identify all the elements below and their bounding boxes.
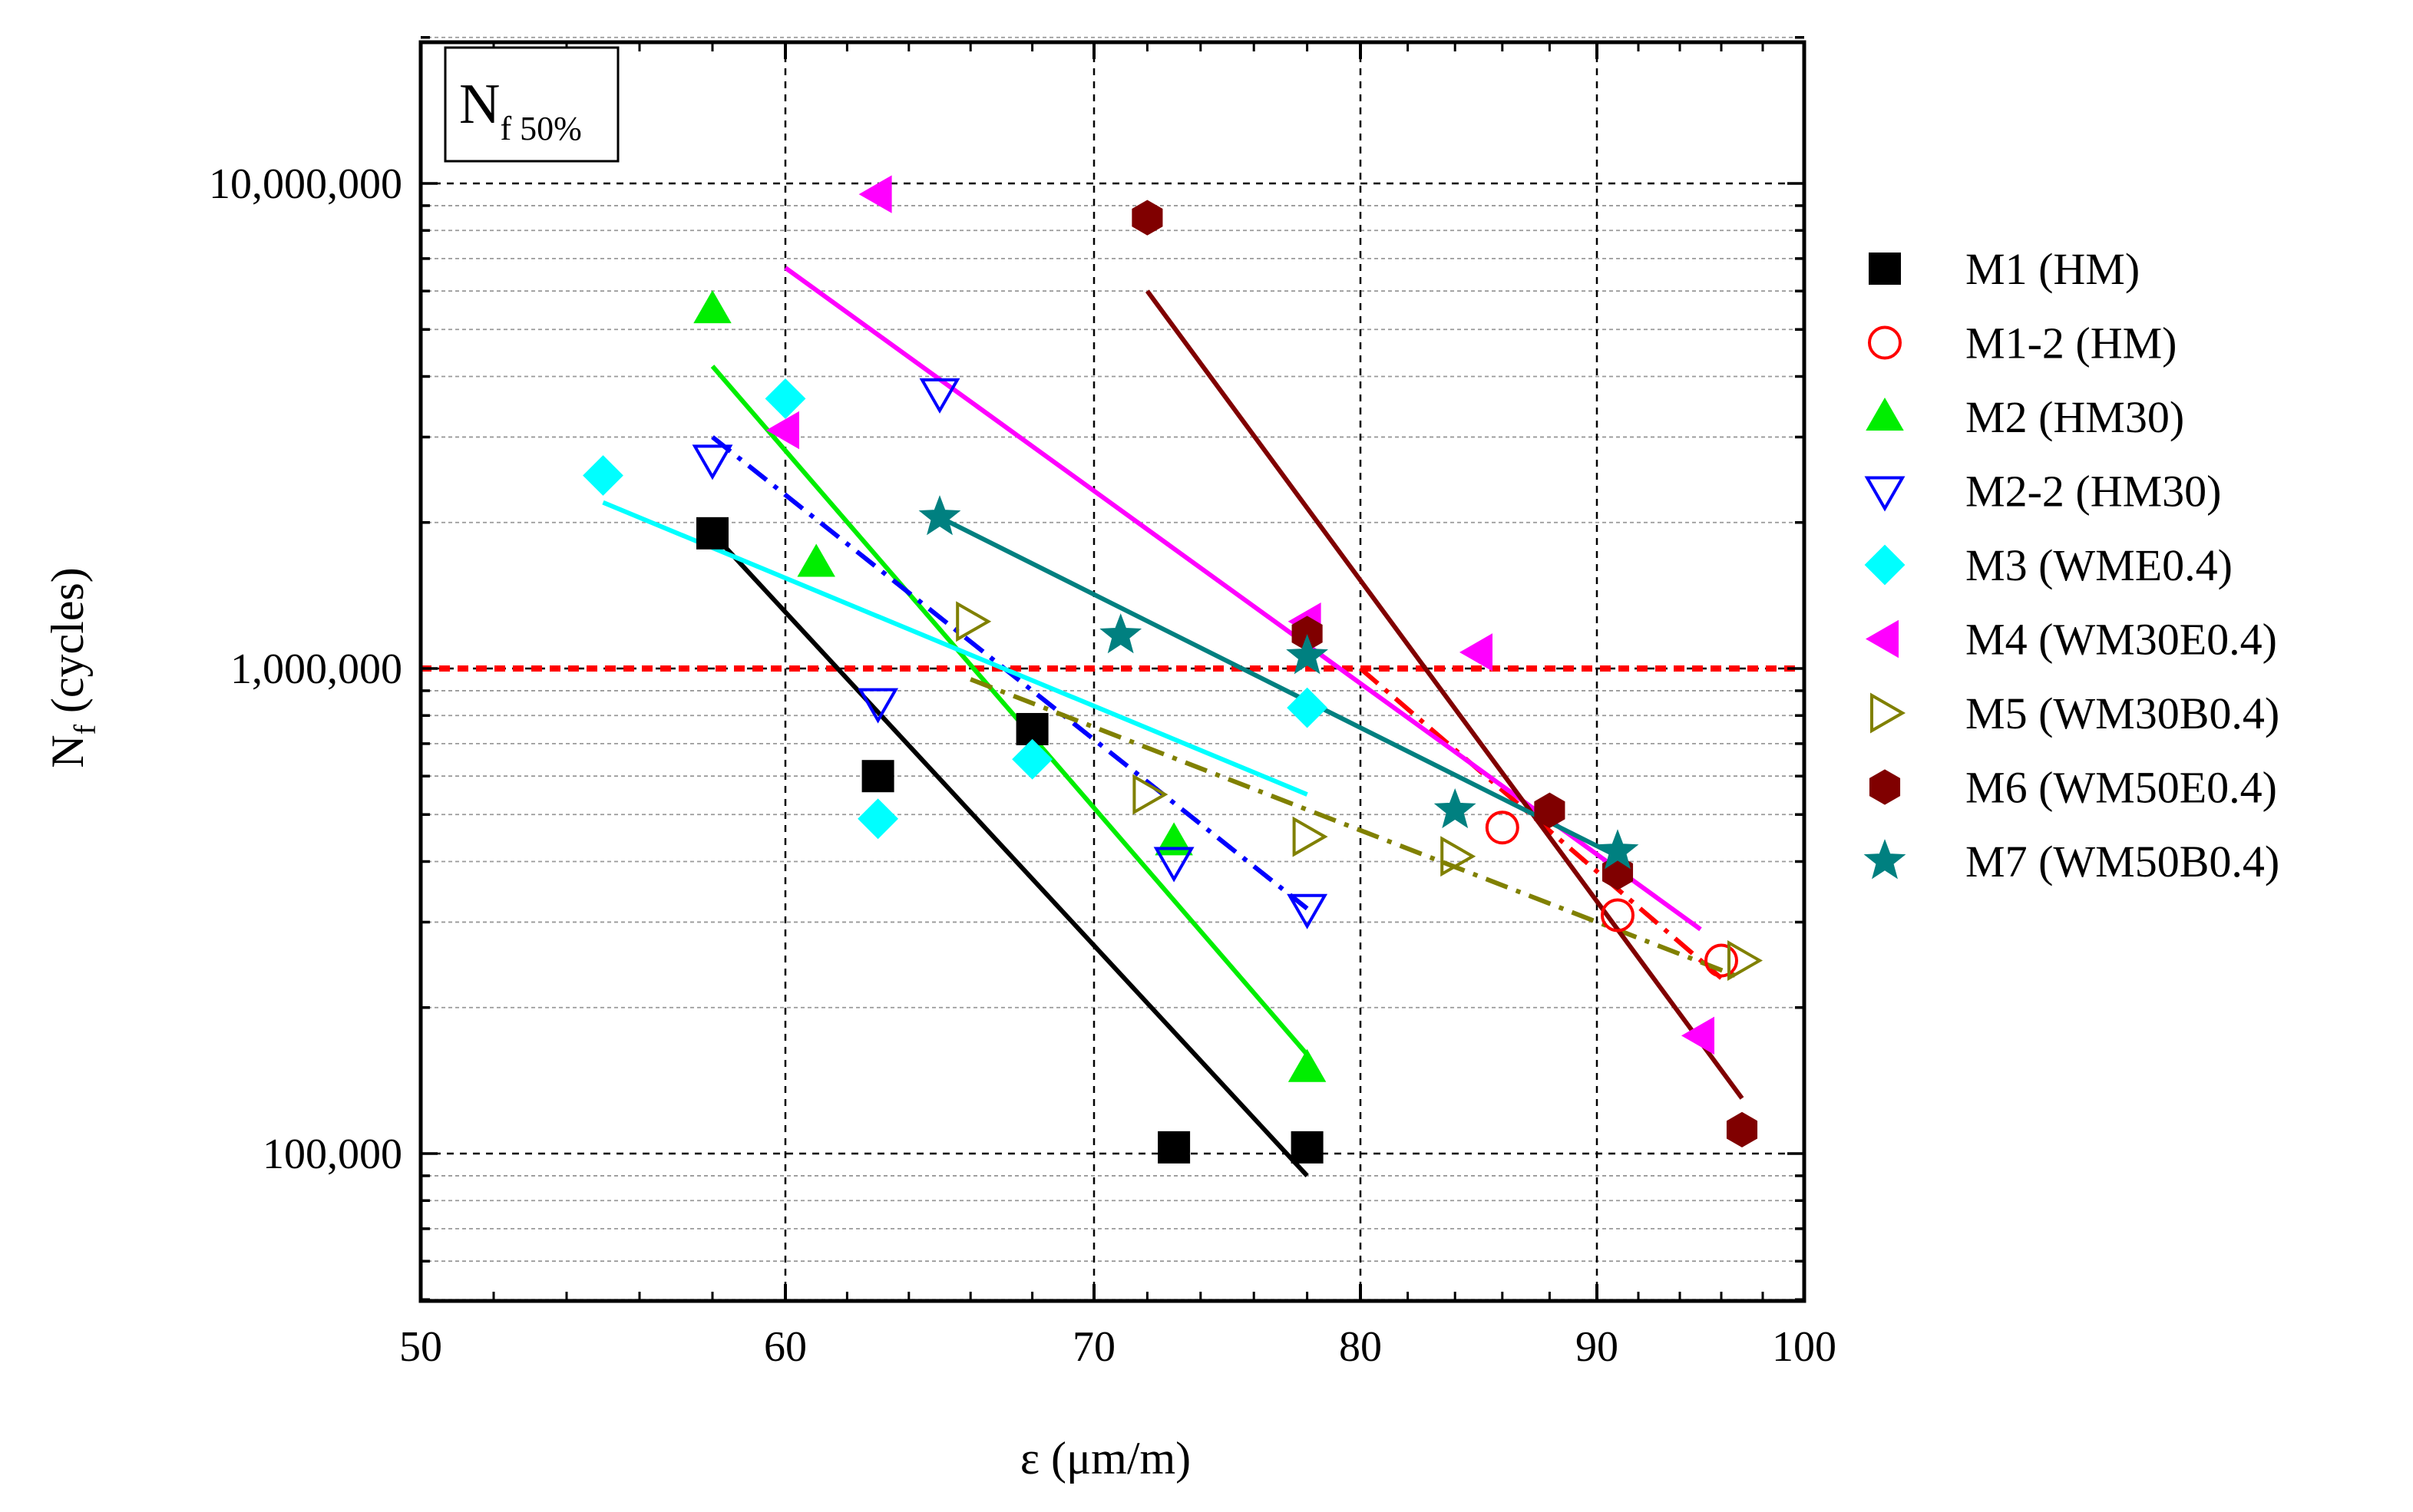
data-point-series-4 (919, 378, 960, 414)
data-point-series-7 (956, 601, 992, 642)
legend-label-2: M1-2 (HM) (1965, 319, 2177, 368)
legend-label-9: M7 (WM50B0.4) (1965, 837, 2279, 886)
legend-marker-1 (1869, 253, 1901, 285)
data-point-series-9 (1099, 613, 1142, 654)
data-point-series-6 (1681, 1016, 1714, 1055)
y-axis-title-rest: (cycles) (42, 567, 93, 725)
legend-marker-6 (1865, 619, 1899, 659)
data-point-series-7 (1132, 774, 1168, 815)
data-point-series-4 (858, 688, 899, 724)
data-point-series-5 (583, 455, 623, 496)
nf-label-box: Nf 50% (444, 46, 620, 163)
data-point-series-1 (861, 760, 894, 793)
data-point-series-8 (1726, 1111, 1758, 1148)
data-point-series-9 (918, 495, 961, 536)
data-point-series-8 (1534, 792, 1565, 828)
legend-label-7: M5 (WM30B0.4) (1965, 688, 2279, 738)
x-tick-label: 50 (399, 1323, 442, 1371)
y-axis-title: Nf (cycles) (42, 567, 102, 768)
fit-line-series-3 (710, 365, 1309, 1056)
x-axis-title: ε (μm/m) (1020, 1433, 1191, 1484)
x-tick-label: 80 (1339, 1323, 1382, 1371)
x-tick-label: 100 (1772, 1323, 1836, 1371)
fit-line-series-1 (710, 531, 1309, 1177)
data-point-series-9 (1596, 829, 1639, 870)
legend-marker-5 (1864, 544, 1906, 586)
data-point-series-6 (858, 175, 892, 213)
data-point-series-6 (1459, 633, 1492, 672)
legend-marker-4 (1864, 476, 1906, 512)
data-point-series-2 (1485, 810, 1519, 845)
data-point-series-5 (765, 378, 806, 419)
data-point-series-7 (1292, 816, 1328, 857)
data-point-series-7 (1440, 836, 1476, 877)
legend-marker-7 (1870, 692, 1906, 734)
data-point-series-2 (1704, 943, 1738, 978)
legend-label-5: M3 (WME0.4) (1965, 540, 2233, 590)
nf-label-sub: f 50% (500, 110, 581, 147)
data-point-series-9 (1286, 634, 1329, 675)
x-tick-label: 60 (764, 1323, 807, 1371)
data-point-series-4 (1153, 847, 1195, 883)
axis-ticks: 50 60 70 80 90 100 100,000 1,000,000 10,000,000 (209, 35, 1836, 1371)
data-point-series-5 (1012, 738, 1053, 780)
legend-label-6: M4 (WM30E0.4) (1965, 615, 2277, 665)
svg-text:Nf 50%: Nf 50% (459, 73, 582, 147)
data-point-series-3 (1287, 1048, 1327, 1082)
legend-marker-2 (1868, 325, 1902, 360)
data-point-series-4 (692, 444, 733, 480)
data-point-series-2 (1601, 898, 1635, 933)
x-tick-label: 70 (1073, 1323, 1116, 1371)
fit-line-series-8 (1145, 289, 1744, 1100)
data-point-series-4 (1287, 893, 1328, 929)
data-point-series-1 (696, 517, 729, 550)
plot-frame (418, 40, 1806, 1303)
data-point-series-8 (1132, 200, 1163, 236)
y-axis-title-main: N (42, 735, 93, 768)
fit-lines (602, 266, 1744, 1177)
y-axis-title-sub: f (68, 724, 102, 735)
data-point-series-5 (1287, 687, 1328, 728)
legend-label-3: M2 (HM30) (1965, 392, 2184, 442)
y-tick-label: 10,000,000 (209, 160, 402, 208)
x-tick-label: 90 (1575, 1323, 1618, 1371)
data-point-series-1 (1158, 1131, 1191, 1164)
legend-label-4: M2-2 (HM30) (1965, 467, 2221, 517)
data-point-series-7 (1727, 940, 1763, 981)
legend-label-8: M6 (WM50E0.4) (1965, 763, 2277, 813)
legend-marker-3 (1866, 397, 1904, 431)
data-point-series-3 (693, 290, 732, 324)
fit-line-series-9 (938, 515, 1619, 859)
legend-marker-8 (1869, 769, 1901, 805)
legend: M1 (HM) M1-2 (HM) M2 (HM30) M2-2 (HM30) M3 (… (1863, 244, 2279, 886)
y-tick-label: 100,000 (263, 1131, 402, 1178)
nf-label-main: N (459, 73, 500, 136)
data-point-series-3 (1155, 822, 1193, 856)
data-point-series-9 (1433, 787, 1476, 829)
fit-line-series-5 (602, 500, 1308, 797)
data-point-series-6 (765, 411, 799, 450)
data-point-series-1 (1291, 1131, 1324, 1164)
legend-label-1: M1 (HM) (1965, 244, 2140, 294)
data-point-series-5 (858, 798, 899, 840)
y-tick-label: 1,000,000 (230, 645, 402, 693)
data-points (583, 175, 1763, 1164)
legend-marker-9 (1863, 839, 1906, 880)
data-point-series-3 (797, 543, 835, 577)
